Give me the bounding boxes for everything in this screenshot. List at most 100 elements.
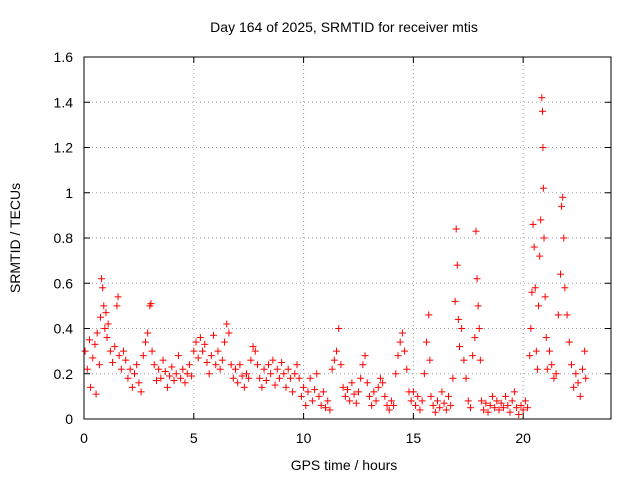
x-axis-label: GPS time / hours xyxy=(291,457,398,473)
data-point xyxy=(521,397,529,405)
data-point xyxy=(426,356,434,364)
data-points xyxy=(81,94,590,418)
data-point xyxy=(161,367,169,375)
y-tick-label: 0.6 xyxy=(54,275,74,291)
data-point xyxy=(282,383,290,391)
data-point xyxy=(253,361,261,369)
data-point xyxy=(385,406,393,414)
data-point xyxy=(133,361,141,369)
data-point xyxy=(361,352,369,360)
data-point xyxy=(542,334,550,342)
data-point xyxy=(538,107,546,115)
data-point xyxy=(493,397,501,405)
data-point xyxy=(370,388,378,396)
data-point xyxy=(227,361,235,369)
data-point xyxy=(474,302,482,310)
data-point xyxy=(578,365,586,373)
data-point xyxy=(510,388,518,396)
y-axis-label: SRMTID / TECUs xyxy=(7,183,23,293)
data-point xyxy=(174,352,182,360)
data-point xyxy=(315,392,323,400)
data-point xyxy=(412,401,420,409)
data-point xyxy=(150,361,158,369)
data-point xyxy=(83,365,91,373)
data-point xyxy=(434,397,442,405)
data-point xyxy=(236,361,244,369)
data-point xyxy=(207,352,215,360)
data-point xyxy=(541,293,549,301)
data-point xyxy=(92,390,100,398)
data-point xyxy=(536,252,544,260)
data-point xyxy=(346,397,354,405)
x-tick-label: 10 xyxy=(296,430,312,446)
data-point xyxy=(383,401,391,409)
data-point xyxy=(552,370,560,378)
data-point xyxy=(122,356,130,364)
data-point xyxy=(87,383,95,391)
data-point xyxy=(328,365,336,373)
data-point xyxy=(374,383,382,391)
data-point xyxy=(113,302,121,310)
data-point xyxy=(147,300,155,308)
data-point xyxy=(529,220,537,228)
data-point xyxy=(194,354,202,362)
data-point xyxy=(297,392,305,400)
data-point xyxy=(423,338,431,346)
data-point xyxy=(225,329,233,337)
data-point xyxy=(216,365,224,373)
data-point xyxy=(181,379,189,387)
data-point xyxy=(530,243,538,251)
data-point xyxy=(354,388,362,396)
data-point xyxy=(416,406,424,414)
data-point xyxy=(460,356,468,364)
data-point xyxy=(333,347,341,355)
data-point xyxy=(117,365,125,373)
data-point xyxy=(499,404,507,412)
data-point xyxy=(559,193,567,201)
data-point xyxy=(471,334,479,342)
data-point xyxy=(497,399,505,407)
data-point xyxy=(114,293,122,301)
data-point xyxy=(115,352,123,360)
data-point xyxy=(372,397,380,405)
data-point xyxy=(535,302,543,310)
data-point xyxy=(390,401,398,409)
data-point xyxy=(341,392,349,400)
data-point xyxy=(203,358,211,366)
data-point xyxy=(438,388,446,396)
data-point xyxy=(451,297,459,305)
data-point xyxy=(350,390,358,398)
data-point xyxy=(247,356,255,364)
data-point xyxy=(449,374,457,382)
data-point xyxy=(258,383,266,391)
data-point xyxy=(81,347,89,355)
data-point xyxy=(477,397,485,405)
data-point xyxy=(486,401,494,409)
data-point xyxy=(188,372,196,380)
data-point xyxy=(271,381,279,389)
data-point xyxy=(436,404,444,412)
data-point xyxy=(469,352,477,360)
data-point xyxy=(519,406,527,414)
data-point xyxy=(210,331,218,339)
data-point xyxy=(104,320,112,328)
data-point xyxy=(515,410,523,418)
data-point xyxy=(528,288,536,296)
data-point xyxy=(396,338,404,346)
data-point xyxy=(574,379,582,387)
data-point xyxy=(124,374,132,382)
data-point xyxy=(330,356,338,364)
data-point xyxy=(401,347,409,355)
data-point xyxy=(363,379,371,387)
data-point xyxy=(357,374,365,382)
data-point xyxy=(98,275,106,283)
data-point xyxy=(148,347,156,355)
data-point xyxy=(103,334,111,342)
data-point xyxy=(488,392,496,400)
data-point xyxy=(293,361,301,369)
data-point xyxy=(317,401,325,409)
data-point xyxy=(442,406,450,414)
data-point xyxy=(458,325,466,332)
y-tick-label: 0.2 xyxy=(54,366,74,382)
data-point xyxy=(306,374,314,382)
